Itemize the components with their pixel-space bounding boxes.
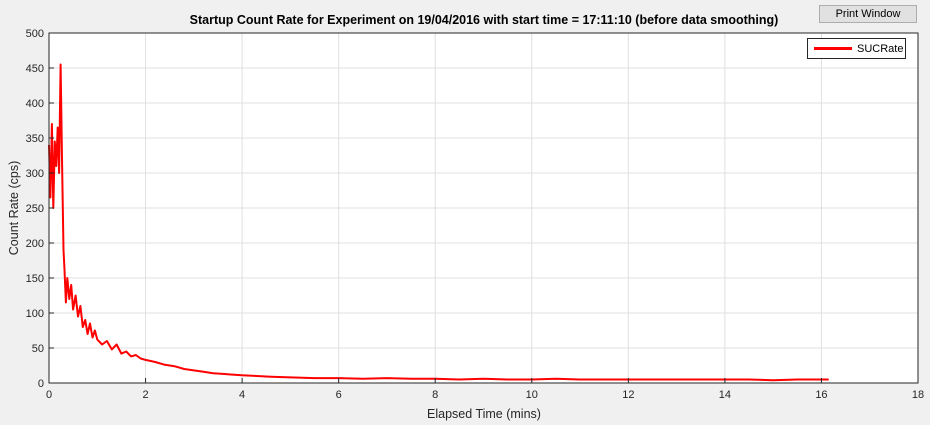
y-tick-label: 300 <box>26 168 44 180</box>
y-tick-label: 350 <box>26 133 44 145</box>
y-axis-label: Count Rate (cps) <box>7 161 21 255</box>
x-tick-label: 6 <box>336 389 342 401</box>
y-tick-label: 450 <box>26 63 44 75</box>
x-tick-label: 10 <box>526 389 538 401</box>
y-tick-label: 0 <box>38 378 44 390</box>
y-tick-label: 100 <box>26 308 44 320</box>
y-tick-label: 200 <box>26 238 44 250</box>
x-tick-label: 2 <box>142 389 148 401</box>
legend-swatch-sucrate <box>814 47 852 50</box>
data-layer <box>48 63 829 382</box>
x-tick-label: 16 <box>815 389 827 401</box>
print-window-button[interactable]: Print Window <box>819 5 917 23</box>
x-tick-label: 8 <box>432 389 438 401</box>
x-axis-label: Elapsed Time (mins) <box>427 407 541 421</box>
x-tick-label: 4 <box>239 389 245 401</box>
legend-label-sucrate: SUCRate <box>857 42 904 55</box>
y-tick-label: 50 <box>32 343 44 355</box>
series-line-sucrate <box>48 63 829 382</box>
x-tick-label: 14 <box>719 389 731 401</box>
y-tick-label: 250 <box>26 203 44 215</box>
x-tick-label: 0 <box>46 389 52 401</box>
y-tick-label: 150 <box>26 273 44 285</box>
axis-ticks: 0 2 4 6 8 10 12 14 16 18 0 50 100 150 200 250 300 350 400 4… <box>26 28 924 401</box>
y-tick-label: 400 <box>26 98 44 110</box>
y-tick-label: 500 <box>26 28 44 40</box>
chart-title: Startup Count Rate for Experiment on 19/… <box>190 13 779 27</box>
x-tick-label: 12 <box>622 389 634 401</box>
x-tick-label: 18 <box>912 389 924 401</box>
legend: SUCRate <box>807 38 906 59</box>
grid-lines <box>49 33 918 383</box>
